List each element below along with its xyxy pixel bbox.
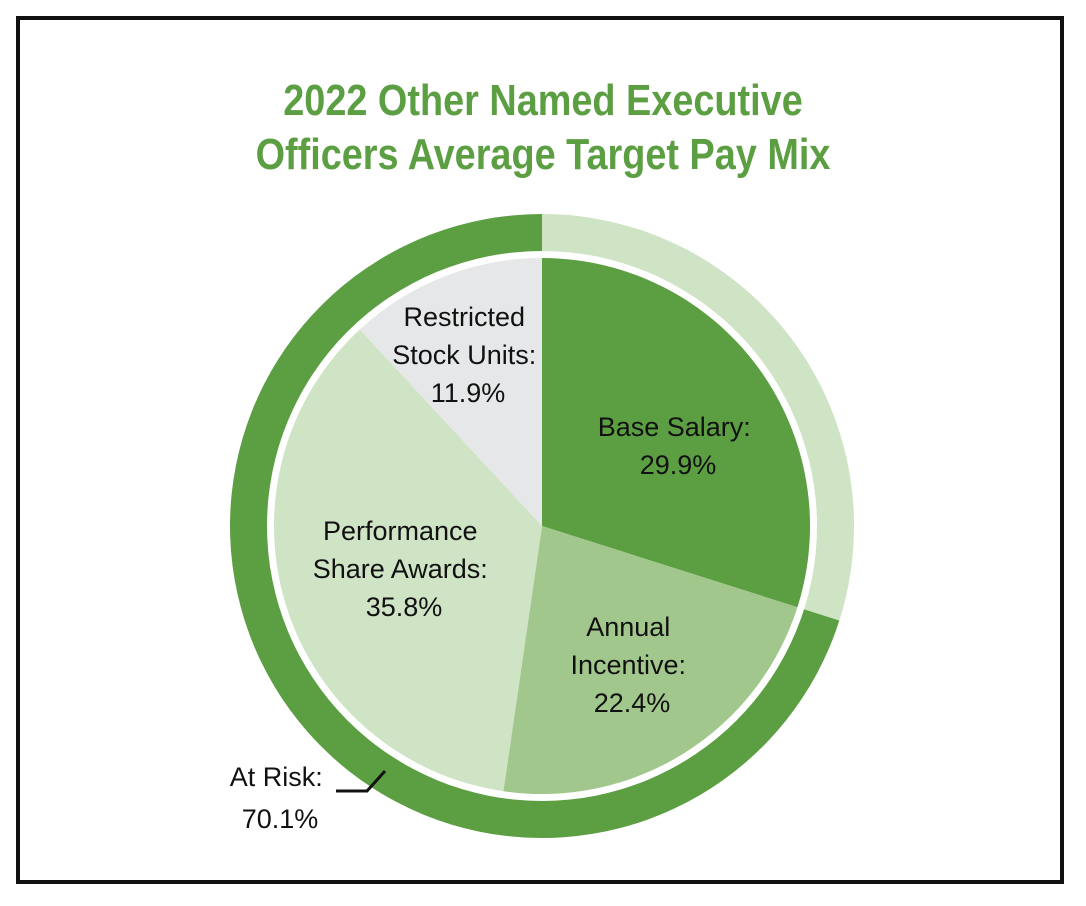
pie-slice-performance-share-awards bbox=[273, 329, 542, 792]
chart-frame bbox=[16, 16, 1064, 884]
chart-title-line-2: Officers Average Target Pay Mix bbox=[255, 130, 831, 179]
ring-label-at-risk: At Risk: 70.1% bbox=[230, 762, 331, 834]
at-risk-leader-line bbox=[336, 769, 387, 793]
pie-slice-base-salary bbox=[542, 258, 811, 608]
slice-label-annual-incentive: Annual Incentive: 22.4% bbox=[570, 612, 693, 718]
slice-label-restricted-stock-units: Restricted Stock Units: 11.9% bbox=[392, 302, 544, 408]
chart-title-line-1: 2022 Other Named Executive bbox=[283, 76, 803, 125]
pie-slice-annual-incentive bbox=[503, 526, 798, 795]
chart-title: 2022 Other Named Executive Officers Aver… bbox=[76, 74, 1010, 182]
slice-label-performance-share-awards: Performance Share Awards: 35.8% bbox=[313, 516, 496, 622]
pie-slices bbox=[273, 258, 811, 795]
slice-labels: Base Salary: 29.9% Annual Incentive: 22.… bbox=[230, 302, 759, 834]
pie-slice-restricted-stock-units bbox=[359, 258, 542, 526]
slice-label-base-salary: Base Salary: 29.9% bbox=[598, 412, 759, 480]
